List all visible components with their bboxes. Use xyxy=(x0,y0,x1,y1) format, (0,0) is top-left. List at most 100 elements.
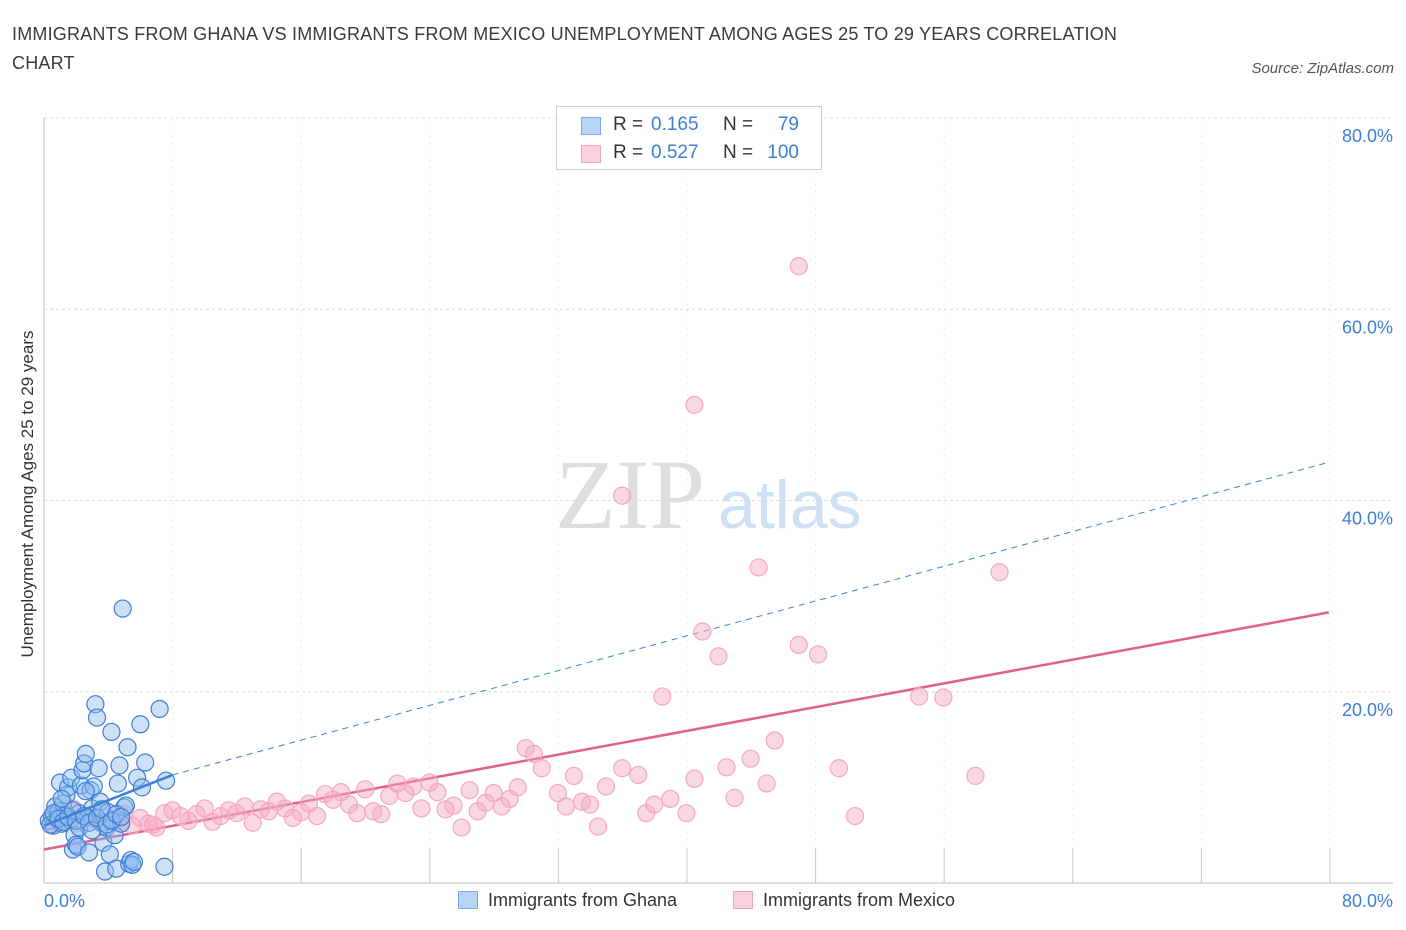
mexico-point xyxy=(789,257,808,276)
mexico-point xyxy=(596,777,616,796)
mexico-point xyxy=(677,804,696,823)
mexico-point xyxy=(444,796,463,815)
legend-r-value: 0.165 xyxy=(651,114,699,135)
mexico-point xyxy=(372,805,391,824)
legend-r-value: 0.527 xyxy=(651,142,699,163)
mexico-point xyxy=(765,731,784,750)
bottom-legend-ghana: Immigrants from Ghana xyxy=(458,890,677,911)
mexico-point xyxy=(307,806,327,826)
mexico-point xyxy=(645,795,664,814)
legend-row-mexico: R = 0.527 N = 100 xyxy=(557,139,821,167)
mexico-point xyxy=(412,799,431,818)
ghana-point xyxy=(76,782,95,801)
mexico-point xyxy=(613,486,632,505)
mexico-point xyxy=(613,759,632,778)
mexico-point xyxy=(653,687,672,706)
legend-n-label: N = xyxy=(723,142,754,163)
x-tick-label-max: 80.0% xyxy=(1342,891,1393,911)
ghana-point xyxy=(110,756,129,775)
legend-n-label: N = xyxy=(723,114,754,135)
ghana-point xyxy=(71,776,91,795)
mexico-point xyxy=(934,688,953,707)
ghana-point xyxy=(108,774,127,793)
y-tick-label: 60.0% xyxy=(1342,317,1393,337)
bottom-legend-mexico: Immigrants from Mexico xyxy=(733,890,955,911)
mexico-point xyxy=(144,815,163,834)
y-tick-label: 80.0% xyxy=(1342,126,1393,146)
ghana-point xyxy=(123,855,142,874)
ghana-point xyxy=(76,744,95,764)
mexico-point xyxy=(966,766,985,786)
mexico-legend-swatch xyxy=(733,891,753,909)
ghana-point xyxy=(118,738,137,757)
mexico-point xyxy=(356,780,375,799)
ghana-point xyxy=(79,843,99,862)
ghana-point xyxy=(87,808,107,828)
mexico-point xyxy=(460,781,479,800)
ghana-trend-extension xyxy=(172,461,1329,776)
correlation-legend: R = 0.165 N = 79 R = 0.527 N = 100 xyxy=(556,106,822,170)
mexico-point xyxy=(789,635,808,654)
data-points xyxy=(39,257,1009,881)
gridlines xyxy=(44,117,1393,883)
mexico-point xyxy=(685,769,704,788)
legend-n-value: 100 xyxy=(767,142,799,163)
mexico-point xyxy=(741,749,760,768)
ghana-point xyxy=(68,837,87,856)
mexico-point xyxy=(235,797,254,816)
legend-row-ghana: R = 0.165 N = 79 xyxy=(557,111,821,139)
axes xyxy=(43,118,1393,884)
ghana-trend-line xyxy=(43,773,173,827)
ghana-legend-label: Immigrants from Ghana xyxy=(488,890,678,910)
legend-r-label: R = xyxy=(613,142,644,163)
ghana-legend-swatch xyxy=(458,891,478,909)
mexico-point xyxy=(910,687,929,706)
ghana-point xyxy=(113,599,132,618)
mexico-point xyxy=(580,795,600,814)
ghana-point xyxy=(95,862,115,881)
ghana-swatch xyxy=(581,117,601,135)
mexico-point xyxy=(348,804,367,823)
mexico-point xyxy=(532,759,551,778)
mexico-point xyxy=(808,645,828,664)
mexico-point xyxy=(749,558,768,577)
mexico-point xyxy=(564,766,584,786)
y-axis-label: Unemployment Among Ages 25 to 29 years xyxy=(18,331,37,658)
ghana-point xyxy=(124,852,144,872)
mexico-point xyxy=(709,647,728,666)
mexico-point xyxy=(588,817,608,836)
legend-r-label: R = xyxy=(613,114,644,135)
mexico-point xyxy=(990,563,1009,582)
legend-n-value: 79 xyxy=(777,114,799,135)
mexico-trend-line xyxy=(43,611,1329,851)
mexico-point xyxy=(845,806,865,826)
ghana-point xyxy=(150,699,169,719)
x-tick-label-min: 0.0% xyxy=(44,891,85,911)
y-tick-label: 20.0% xyxy=(1342,700,1393,720)
mexico-point xyxy=(757,774,776,793)
source-label: Source: ZipAtlas.com xyxy=(1251,60,1394,77)
mexico-point xyxy=(428,783,447,802)
mexico-point xyxy=(829,759,849,778)
trend-lines xyxy=(43,461,1329,851)
ghana-point xyxy=(155,857,174,876)
mexico-point xyxy=(243,813,262,832)
ghana-point xyxy=(131,715,150,734)
ghana-point xyxy=(107,805,126,824)
y-tick-label: 40.0% xyxy=(1342,509,1393,529)
ghana-point xyxy=(86,695,105,714)
ghana-point xyxy=(111,807,131,827)
mexico-point xyxy=(452,818,471,837)
tick-labels: 20.0% 40.0% 60.0% 80.0% xyxy=(1342,126,1393,720)
ghana-point xyxy=(87,708,107,727)
mexico-legend-label: Immigrants from Mexico xyxy=(763,890,956,910)
ghana-point xyxy=(52,789,71,808)
ghana-point xyxy=(89,759,108,778)
mexico-point xyxy=(717,758,736,777)
mexico-point xyxy=(556,797,576,816)
mexico-point xyxy=(693,622,712,641)
ghana-point xyxy=(128,768,147,787)
mexico-point xyxy=(147,818,166,837)
mexico-swatch xyxy=(581,145,601,163)
